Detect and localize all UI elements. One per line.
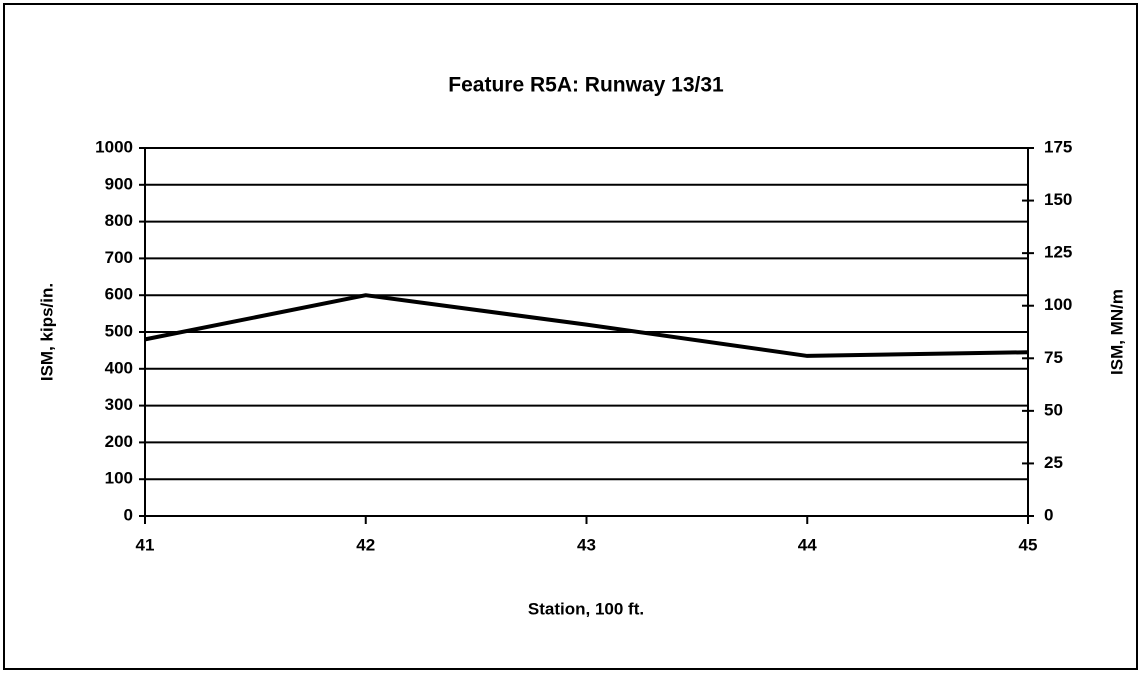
y2-tick-label: 75 — [1044, 348, 1063, 367]
chart-title: Feature R5A: Runway 13/31 — [448, 74, 724, 97]
y-axis-label: ISM, kips/in. — [37, 283, 56, 381]
y2-axis-label: ISM, MN/m — [1107, 289, 1126, 375]
data-line — [144, 293, 1029, 358]
y-tick-label: 300 — [105, 395, 133, 414]
x-tick-label: 43 — [577, 535, 596, 554]
y2-tick-label: 50 — [1044, 400, 1063, 419]
y-tick-label: 0 — [124, 505, 133, 524]
frame — [3, 3, 1138, 670]
y-tick-label: 900 — [105, 174, 133, 193]
x-tick-label: 44 — [798, 535, 817, 554]
y-tick-label: 700 — [105, 248, 133, 267]
y-tick-label: 100 — [105, 469, 133, 488]
y-tick-label: 200 — [105, 432, 133, 451]
y2-tick-label: 0 — [1044, 505, 1053, 524]
y2-tick-label: 100 — [1044, 295, 1072, 314]
y2-tick-label: 125 — [1044, 243, 1072, 262]
y2-tick-label: 150 — [1044, 190, 1072, 209]
y-tick-label: 400 — [105, 358, 133, 377]
x-tick-label: 42 — [356, 535, 375, 554]
y2-tick-label: 175 — [1044, 137, 1072, 156]
x-axis-label: Station, 100 ft. — [528, 599, 644, 618]
y-tick-label: 600 — [105, 285, 133, 304]
x-tick-label: 45 — [1019, 535, 1038, 554]
x-tick-label: 41 — [136, 535, 155, 554]
y2-tick-label: 25 — [1044, 453, 1063, 472]
y-tick-label: 500 — [105, 321, 133, 340]
y-tick-label: 800 — [105, 211, 133, 230]
y-tick-label: 1000 — [95, 137, 133, 156]
